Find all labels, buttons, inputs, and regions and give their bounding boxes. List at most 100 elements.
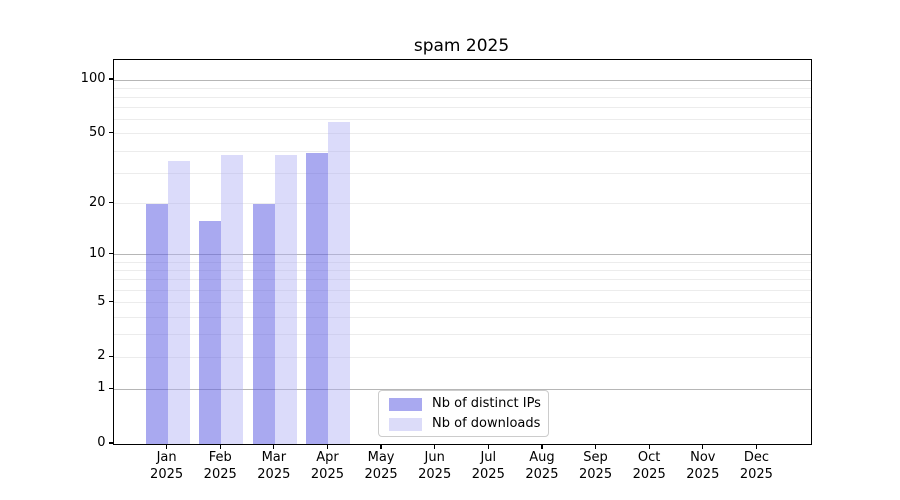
gridline-major [114,388,811,390]
x-tick-label-month: Mar [261,450,287,465]
x-tick-label-year: 2025 [632,466,666,482]
x-tick [541,444,543,449]
bar-nb-of-distinct-ips-mar [252,203,275,444]
y-tick [108,301,113,303]
gridline-minor [114,203,811,205]
x-tick [755,444,757,449]
x-tick-label: Dec 2025 [728,450,784,483]
bar-nb-of-distinct-ips-jan [145,203,168,444]
y-tick [108,355,113,357]
y-tick-label: 50 [88,124,106,140]
chart-title: spam 2025 [413,36,510,56]
y-tick-label: 5 [97,293,106,309]
y-tick [108,442,113,444]
gridline-minor [114,334,811,336]
x-tick-label-month: Dec [743,450,769,465]
x-tick-label-month: Aug [529,450,555,465]
x-tick-label: Jul 2025 [460,450,516,483]
x-tick-label: Mar 2025 [246,450,302,483]
gridline-minor [114,150,811,152]
plot-area: Nb of distinct IPs Nb of downloads [113,59,812,445]
bar-nb-of-distinct-ips-feb [199,220,222,444]
legend-item-label: Nb of downloads [432,416,541,431]
x-tick-label-year: 2025 [310,466,344,482]
x-tick [326,444,329,449]
x-tick-label-month: Feb [208,450,232,465]
x-tick-label-year: 2025 [525,466,559,482]
x-tick [594,444,597,449]
x-tick-label-year: 2025 [418,466,452,482]
y-tick-label: 0 [97,435,106,450]
y-tick-label: 20 [88,194,106,210]
legend-item: Nb of downloads [379,414,548,434]
gridline-minor [114,290,811,292]
y-tick [108,202,113,204]
x-tick-label-year: 2025 [203,466,237,482]
legend-item-label: Nb of distinct IPs [432,396,541,411]
x-tick [648,444,650,449]
x-tick-label: Oct 2025 [621,450,677,483]
legend-swatch-icon [389,398,422,411]
x-tick-label-month: Jun [424,450,445,465]
bar-nb-of-downloads-feb [221,155,244,444]
x-tick-label-month: May [367,450,395,465]
x-tick-label: Jun 2025 [407,450,463,483]
x-tick [487,444,489,449]
x-tick-label-month: Oct [637,450,661,465]
bar-nb-of-downloads-mar [274,155,297,444]
x-tick-label: Aug 2025 [514,450,570,483]
x-tick [434,444,436,449]
y-tick-label: 1 [97,380,106,396]
y-tick [108,387,113,389]
x-tick [273,444,275,449]
gridline-minor [114,270,811,272]
gridline-minor [114,279,811,281]
x-tick [380,444,382,449]
y-tick [108,253,113,255]
x-tick-label: May 2025 [353,450,409,483]
bar-nb-of-downloads-jan [167,161,190,444]
bar-nb-of-distinct-ips-apr [306,153,329,444]
bar-nb-of-downloads-apr [328,122,351,444]
gridline-major [114,79,811,81]
x-tick-label-year: 2025 [471,466,505,482]
gridline-minor [114,316,811,318]
x-tick-label: Feb 2025 [192,450,248,483]
x-tick-label-month: Jan [156,450,177,465]
x-tick-label: Jan 2025 [139,450,195,483]
x-tick [702,444,704,449]
gridline-minor [114,119,811,121]
x-tick-label-month: Sep [583,450,608,465]
gridline-minor [114,356,811,358]
gridline-minor [114,133,811,135]
y-tick-label: 100 [80,71,106,86]
legend-item: Nb of distinct IPs [379,394,548,414]
y-tick [108,132,113,134]
gridline-minor [114,172,811,174]
gridline-minor [114,261,811,263]
y-tick-label: 10 [88,245,106,261]
gridline-minor [114,107,811,109]
x-tick [166,444,168,449]
x-tick-label: Nov 2025 [675,450,731,483]
y-tick-label: 2 [97,348,106,364]
x-tick-label-month: Nov [690,450,716,465]
x-tick-label-year: 2025 [257,466,291,482]
gridline-minor [114,87,811,89]
gridline-minor [114,96,811,98]
x-tick-label-year: 2025 [579,466,613,482]
x-tick-label-year: 2025 [150,466,184,482]
gridline-minor [114,302,811,304]
gridline-major [114,254,811,256]
x-tick-label-month: Apr [316,450,339,465]
x-tick-label-year: 2025 [686,466,720,482]
x-tick-label: Apr 2025 [299,450,355,483]
x-tick-label-month: Jul [480,450,497,465]
x-tick [219,444,221,449]
x-tick-label-year: 2025 [364,466,398,482]
y-tick [108,78,113,80]
x-tick-label-year: 2025 [739,466,773,482]
x-tick-label: Sep 2025 [568,450,624,483]
legend-swatch-icon [389,418,422,431]
